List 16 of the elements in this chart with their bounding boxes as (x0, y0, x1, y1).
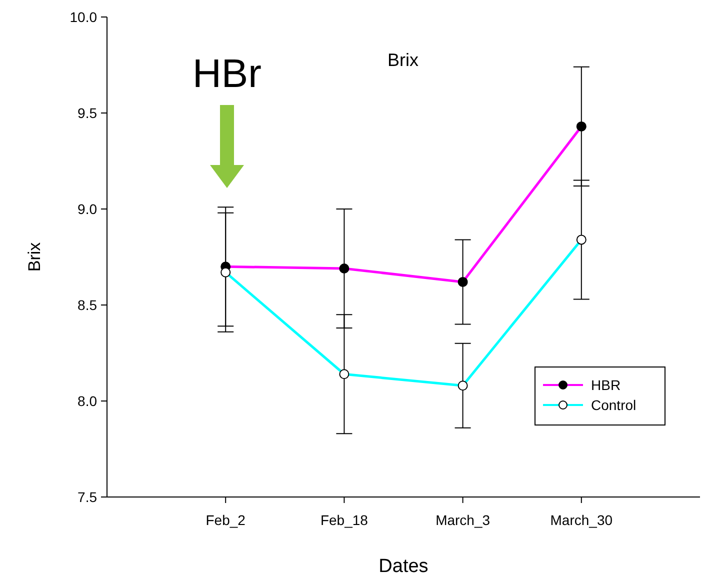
y-tick-label: 10.0 (70, 8, 98, 25)
x-tick-label: Feb_18 (320, 512, 368, 528)
legend-label: Control (591, 396, 636, 413)
x-tick-label: Feb_2 (206, 512, 246, 528)
text: Brix (388, 50, 418, 70)
y-tick-label: 7.5 (78, 488, 98, 505)
y-tick-label: 9.0 (78, 200, 98, 217)
y-tick-label: 8.5 (78, 296, 98, 313)
x-tick-label: March_3 (436, 512, 490, 528)
annotation: HBr (192, 52, 262, 96)
y-tick-label: 8.0 (78, 392, 98, 409)
x-axis-title: Dates (378, 556, 428, 577)
y-tick-label: 9.5 (78, 104, 98, 121)
x-tick-label: March_30 (550, 512, 613, 528)
legend-label: HBR (591, 376, 621, 393)
y-axis-title: Brix (25, 242, 44, 272)
